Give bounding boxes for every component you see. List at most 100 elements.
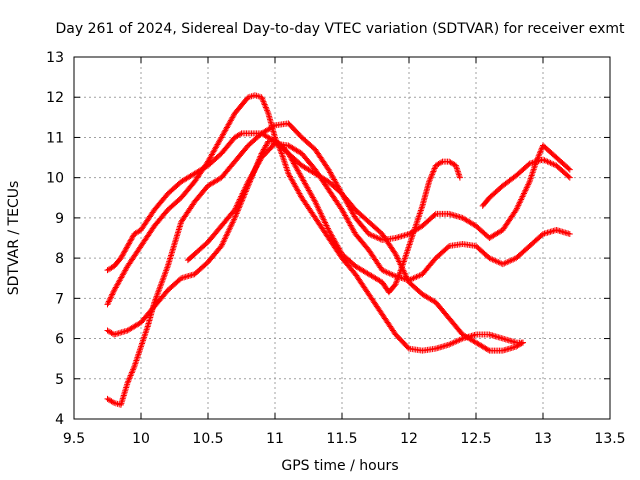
data-point-track-3 <box>319 215 326 222</box>
data-point-track-3 <box>225 228 232 235</box>
data-point-track-1 <box>122 247 129 254</box>
y-tick-label: 13 <box>46 50 64 66</box>
data-point-track-3 <box>220 238 227 245</box>
data-point-track-4 <box>431 211 438 218</box>
data-point-track-3 <box>222 234 229 241</box>
data-point-track-4 <box>109 399 116 406</box>
data-point-track-6 <box>540 156 546 163</box>
data-point-track-5 <box>380 267 387 274</box>
y-tick-label: 7 <box>55 291 64 307</box>
data-point-track-1 <box>120 251 127 258</box>
data-point-track-4 <box>127 373 134 380</box>
data-point-track-4 <box>535 152 542 159</box>
data-point-track-5 <box>383 269 390 276</box>
data-point-track-3 <box>228 222 235 229</box>
data-point-track-2 <box>446 341 453 348</box>
data-point-track-3 <box>428 172 435 179</box>
data-point-track-5 <box>236 197 243 204</box>
data-point-track-5 <box>243 181 250 188</box>
data-point-track-3 <box>456 174 463 181</box>
data-point-track-1 <box>393 252 400 259</box>
data-point-track-2 <box>109 291 116 298</box>
data-point-track-5 <box>379 267 386 274</box>
data-point-track-4 <box>513 206 520 213</box>
data-point-track-5 <box>238 192 245 199</box>
x-tick-labels: 9.5 10 10.5 11 11.5 12 12.5 13 13.5 <box>63 431 626 447</box>
data-point-track-5 <box>414 273 421 280</box>
data-point-track-4 <box>128 369 135 376</box>
data-point-track-4 <box>127 372 134 379</box>
data-point-track-2 <box>450 339 457 346</box>
data-point-track-4 <box>524 183 531 190</box>
data-point-track-5 <box>507 257 514 264</box>
data-point-track-3 <box>218 243 225 250</box>
data-point-track-3 <box>427 175 434 182</box>
data-point-track-5 <box>407 276 414 283</box>
data-point-track-3 <box>430 166 437 173</box>
data-point-track-3 <box>221 235 228 242</box>
data-point-track-5 <box>411 274 418 281</box>
data-point-track-5 <box>233 202 240 209</box>
data-point-track-3 <box>315 206 322 213</box>
data-point-track-2 <box>456 336 463 343</box>
x-tick-label: 10 <box>132 431 150 447</box>
data-point-track-3 <box>427 174 434 181</box>
data-point-track-1 <box>485 346 492 353</box>
data-point-track-4 <box>513 205 520 212</box>
data-point-track-5 <box>408 275 415 282</box>
data-point-track-2 <box>262 102 269 109</box>
data-point-track-4 <box>126 375 133 382</box>
data-point-track-3 <box>321 218 328 225</box>
data-point-track-4 <box>525 180 532 187</box>
data-point-track-2 <box>105 299 112 306</box>
data-point-track-5 <box>486 255 493 262</box>
data-point-track-6 <box>544 158 551 165</box>
data-point-track-4 <box>374 235 381 241</box>
data-point-track-1 <box>118 253 125 260</box>
data-point-track-2 <box>258 94 265 101</box>
data-point-track-5 <box>416 272 423 279</box>
chart-title: Day 261 of 2024, Sidereal Day-to-day VTE… <box>56 21 626 37</box>
x-tick-label: 13.5 <box>594 431 625 447</box>
data-point-track-4 <box>522 187 529 194</box>
data-point-track-5 <box>508 257 515 264</box>
data-point-track-3 <box>317 209 324 216</box>
data-point-track-2 <box>453 338 460 345</box>
data-point-track-3 <box>226 225 233 232</box>
data-point-track-5 <box>234 200 241 207</box>
data-point-track-5 <box>406 277 412 284</box>
data-point-track-1 <box>119 252 126 259</box>
data-point-track-3 <box>319 213 326 220</box>
y-tick-label: 9 <box>55 211 64 227</box>
data-point-track-2 <box>260 98 267 105</box>
data-point-track-6 <box>542 157 549 164</box>
data-point-track-5 <box>444 244 451 251</box>
data-point-track-3 <box>318 212 325 219</box>
data-point-track-5 <box>493 258 500 265</box>
data-point-track-4 <box>536 149 543 156</box>
data-point-track-2 <box>447 340 454 347</box>
data-point-track-3 <box>311 197 318 204</box>
data-point-track-5 <box>410 275 417 282</box>
x-tick-label: 12.5 <box>460 431 491 447</box>
x-tick-label: 9.5 <box>63 431 85 447</box>
data-point-track-6 <box>541 157 548 164</box>
data-point-track-5 <box>566 230 573 237</box>
data-point-track-3 <box>221 237 228 244</box>
data-point-track-4 <box>373 234 380 241</box>
data-point-track-1 <box>127 237 134 244</box>
data-point-track-4 <box>129 368 136 375</box>
data-point-track-5 <box>233 203 240 210</box>
data-point-track-6 <box>545 159 552 166</box>
data-point-track-3 <box>261 145 268 152</box>
data-point-track-2 <box>455 337 462 344</box>
data-point-track-3 <box>312 198 319 205</box>
data-point-track-4 <box>566 166 573 173</box>
data-point-track-3 <box>262 143 269 150</box>
data-point-track-3 <box>233 211 240 218</box>
data-point-track-3 <box>324 223 331 230</box>
data-point-track-4 <box>516 199 523 206</box>
data-point-track-2 <box>262 104 269 111</box>
data-point-track-4 <box>519 193 526 200</box>
